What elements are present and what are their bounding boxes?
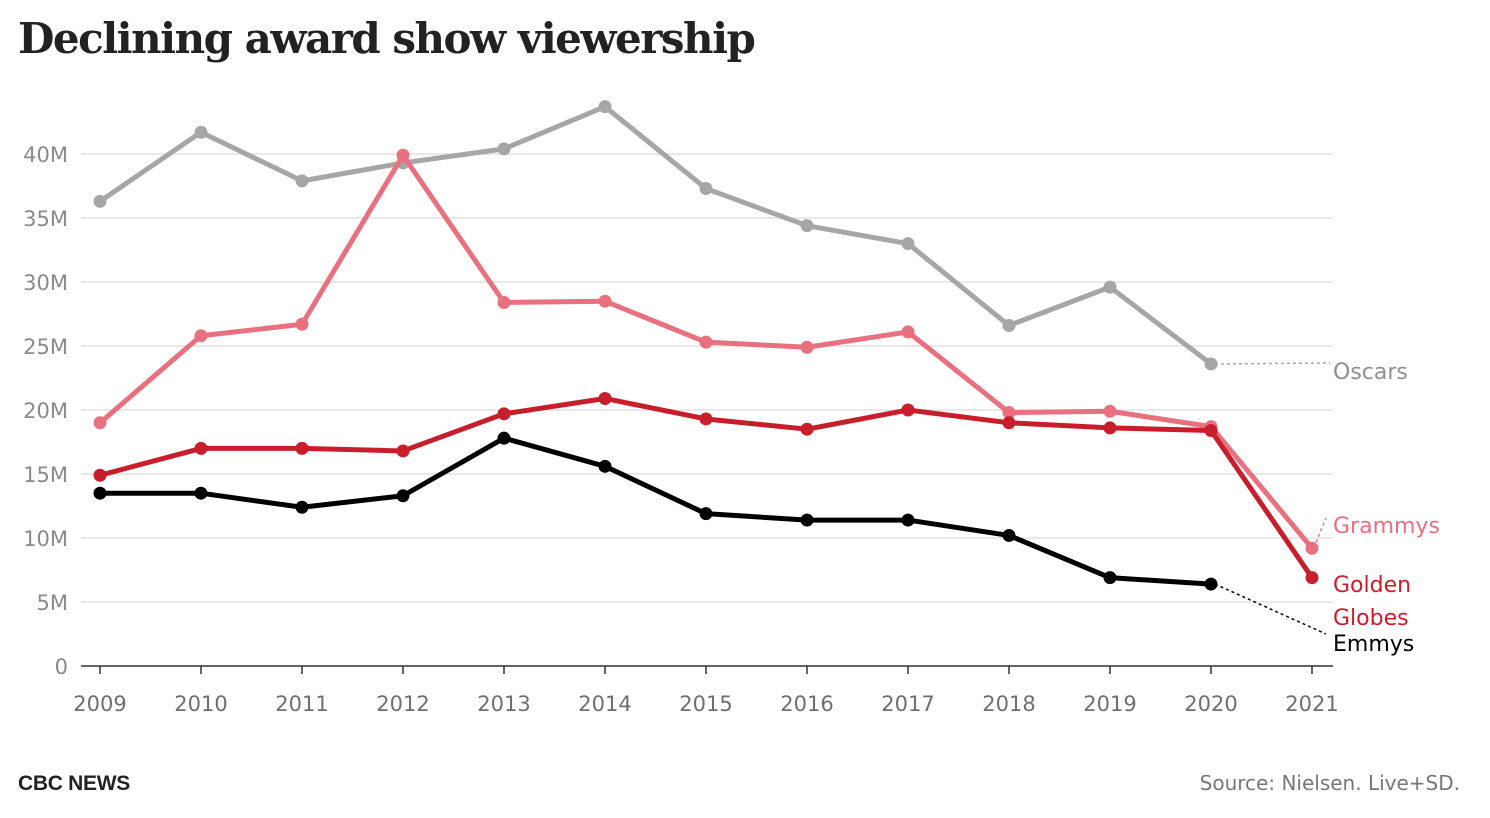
brand-logo-text: CBC NEWS (18, 772, 130, 795)
data-point (1103, 421, 1117, 435)
data-point (194, 441, 208, 455)
x-tick-label: 2016 (780, 692, 833, 716)
data-point (396, 148, 410, 162)
data-point (93, 194, 107, 208)
data-point (1103, 571, 1117, 585)
data-point (1204, 357, 1218, 371)
series-label: Golden (1333, 573, 1411, 598)
y-tick-label: 15M (23, 463, 68, 487)
data-point (396, 489, 410, 503)
series-line (97, 152, 1315, 551)
data-point (901, 403, 915, 417)
x-tick-label: 2010 (174, 692, 227, 716)
series-label: Oscars (1333, 360, 1408, 385)
data-point (194, 486, 208, 500)
data-point (800, 219, 814, 233)
data-point (1103, 404, 1117, 418)
y-tick-label: 30M (23, 271, 68, 295)
data-point (901, 237, 915, 251)
y-tick-label: 35M (23, 207, 68, 231)
data-point (699, 507, 713, 521)
data-point (497, 407, 511, 421)
source-note: Source: Nielsen. Live+SD. (1199, 771, 1460, 795)
data-point (295, 317, 309, 331)
data-point (598, 459, 612, 473)
x-tick-label: 2014 (578, 692, 631, 716)
series-golden-globes (93, 391, 1319, 585)
data-point (901, 513, 915, 527)
data-point (1204, 577, 1218, 591)
data-point (93, 468, 107, 482)
x-tick-label: 2019 (1083, 692, 1136, 716)
data-point (194, 329, 208, 343)
data-point (295, 174, 309, 188)
data-point (1002, 416, 1016, 430)
series-grammys (93, 148, 1319, 555)
data-point (598, 100, 612, 114)
data-point (699, 412, 713, 426)
data-point (800, 340, 814, 354)
data-point (699, 182, 713, 196)
x-tick-label: 2021 (1285, 692, 1338, 716)
data-point (295, 441, 309, 455)
data-point (93, 416, 107, 430)
data-point (194, 125, 208, 139)
series-oscars (93, 100, 1218, 371)
data-point (93, 486, 107, 500)
x-tick-label: 2009 (73, 692, 126, 716)
x-tick-label: 2020 (1184, 692, 1237, 716)
y-tick-label: 10M (23, 527, 68, 551)
y-tick-label: 5M (37, 591, 68, 615)
data-point (497, 295, 511, 309)
data-point (800, 422, 814, 436)
x-tick-label: 2015 (679, 692, 732, 716)
y-tick-label: 0 (55, 655, 68, 679)
x-tick-label: 2012 (376, 692, 429, 716)
x-tick-label: 2011 (275, 692, 328, 716)
series-label: Emmys (1333, 632, 1414, 657)
series-line (97, 435, 1214, 587)
data-point (497, 431, 511, 445)
label-leader-line (1315, 517, 1327, 543)
series-emmys (93, 431, 1218, 591)
data-point (1204, 423, 1218, 437)
series-label: Globes (1333, 606, 1409, 631)
label-leader-line (1214, 362, 1331, 365)
x-tick-label: 2018 (982, 692, 1035, 716)
data-point (800, 513, 814, 527)
y-tick-label: 25M (23, 335, 68, 359)
label-leader-line (1214, 583, 1327, 635)
data-point (598, 391, 612, 405)
data-point (1305, 571, 1319, 585)
x-tick-label: 2017 (881, 692, 934, 716)
data-point (1305, 541, 1319, 555)
gridlines (81, 153, 1333, 603)
data-point (598, 294, 612, 308)
data-point (1002, 406, 1016, 420)
data-point (699, 335, 713, 349)
series-line (97, 104, 1214, 367)
data-point (1002, 319, 1016, 333)
data-point (1103, 280, 1117, 294)
data-point (497, 142, 511, 156)
data-point (295, 500, 309, 514)
y-tick-label: 40M (23, 143, 68, 167)
data-point (396, 444, 410, 458)
data-point (1002, 528, 1016, 542)
data-point (901, 325, 915, 339)
chart-title: Declining award show viewership (18, 14, 756, 63)
series-label: Grammys (1333, 514, 1440, 539)
y-tick-label: 20M (23, 399, 68, 423)
x-tick-label: 2013 (477, 692, 530, 716)
